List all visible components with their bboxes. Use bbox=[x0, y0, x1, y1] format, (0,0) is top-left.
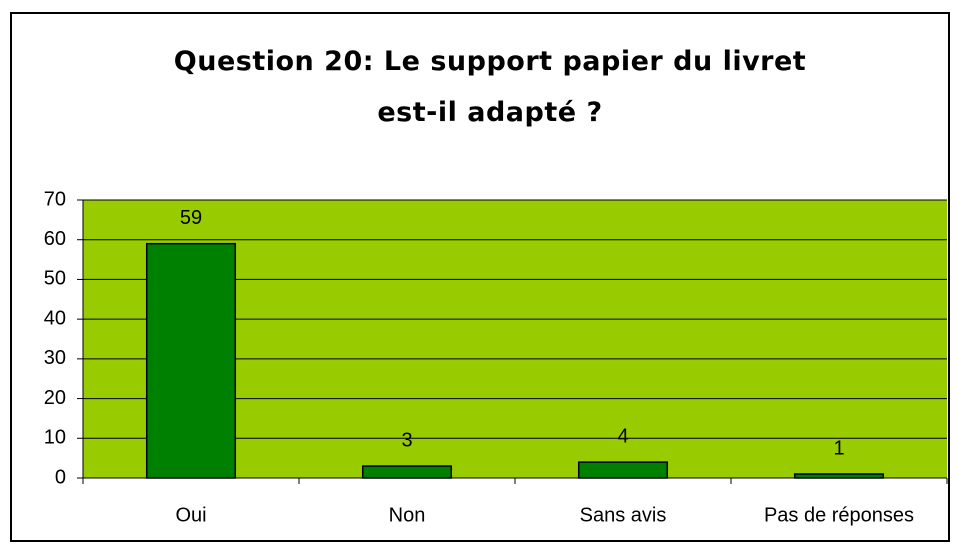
data-label: 4 bbox=[617, 425, 628, 447]
x-tick-label: Sans avis bbox=[580, 504, 667, 526]
data-label: 59 bbox=[180, 207, 202, 229]
y-tick-label: 50 bbox=[44, 268, 66, 290]
y-tick-label: 30 bbox=[44, 347, 66, 369]
bar bbox=[361, 465, 453, 479]
bar bbox=[793, 473, 885, 479]
chart-frame bbox=[10, 12, 950, 542]
y-tick-label: 60 bbox=[44, 228, 66, 250]
y-tick-label: 20 bbox=[44, 387, 66, 409]
y-tick-label: 10 bbox=[44, 427, 66, 449]
chart-title: Question 20: Le support papier du livret… bbox=[173, 46, 807, 128]
x-tick-label: Non bbox=[389, 504, 426, 526]
y-tick-label: 40 bbox=[44, 307, 66, 329]
y-tick-label: 0 bbox=[55, 466, 66, 488]
bar bbox=[145, 242, 237, 479]
bar bbox=[577, 461, 669, 479]
x-tick-label: Pas de réponses bbox=[764, 504, 914, 526]
y-tick-label: 70 bbox=[44, 188, 66, 210]
data-label: 3 bbox=[401, 429, 412, 451]
data-label: 1 bbox=[833, 437, 844, 459]
x-tick-label: Oui bbox=[175, 504, 206, 526]
